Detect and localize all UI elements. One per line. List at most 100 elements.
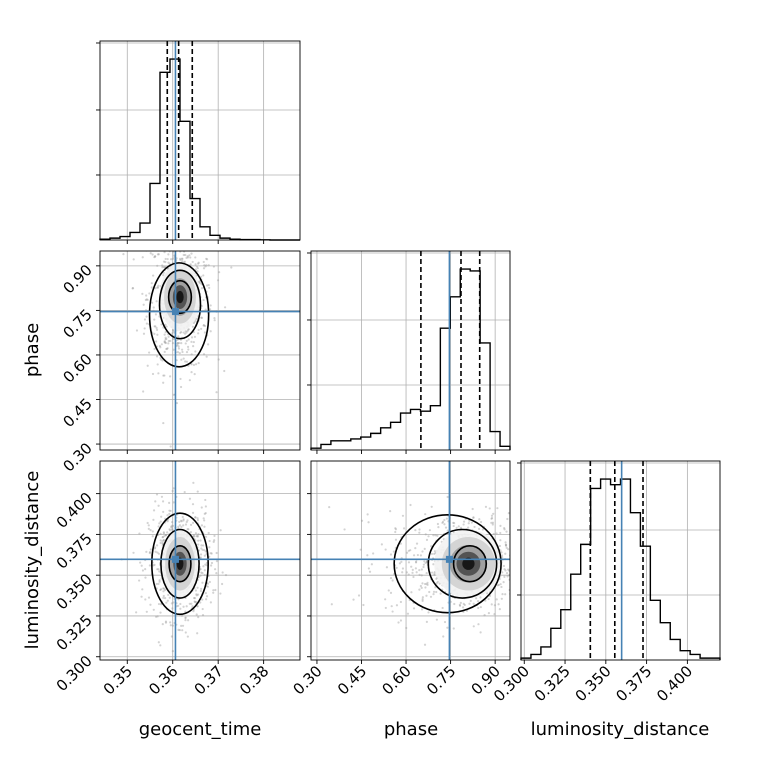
scatter-point bbox=[141, 588, 144, 591]
scatter-point bbox=[162, 531, 165, 534]
contour-line bbox=[151, 512, 209, 616]
scatter-point bbox=[190, 353, 193, 356]
scatter-point bbox=[156, 264, 159, 267]
scatter-point bbox=[177, 347, 181, 350]
scatter-point bbox=[514, 587, 516, 589]
scatter-point bbox=[150, 286, 153, 289]
scatter-point bbox=[164, 341, 167, 345]
scatter-point bbox=[151, 301, 154, 304]
scatter-point bbox=[194, 256, 197, 259]
scatter-point bbox=[159, 611, 162, 614]
scatter-point bbox=[180, 257, 184, 260]
scatter-point bbox=[499, 524, 502, 527]
scatter-point bbox=[394, 538, 398, 541]
scatter-point bbox=[197, 361, 200, 365]
scatter-point bbox=[540, 572, 542, 574]
scatter-point bbox=[200, 547, 203, 550]
scatter-point bbox=[457, 525, 460, 528]
scatter-point bbox=[209, 552, 212, 555]
scatter-point bbox=[458, 604, 462, 607]
scatter-point bbox=[412, 554, 416, 557]
scatter-point bbox=[196, 517, 199, 520]
scatter-point bbox=[405, 551, 409, 554]
scatter-point bbox=[425, 594, 428, 597]
scatter-point bbox=[203, 264, 206, 267]
axes-frame bbox=[310, 250, 511, 451]
scatter-point bbox=[179, 258, 182, 262]
scatter-point bbox=[202, 274, 205, 277]
scatter-point bbox=[491, 521, 495, 524]
scatter-point bbox=[215, 551, 218, 555]
scatter-point bbox=[205, 355, 208, 358]
scatter-point bbox=[169, 529, 172, 532]
scatter-point bbox=[143, 318, 147, 321]
scatter-point bbox=[533, 554, 535, 556]
scatter-point bbox=[540, 560, 542, 562]
scatter-point bbox=[161, 536, 165, 539]
scatter-point bbox=[154, 325, 157, 328]
scatter-point bbox=[213, 319, 216, 322]
scatter-point bbox=[180, 614, 184, 617]
scatter-point bbox=[492, 512, 495, 515]
scatter-point bbox=[203, 240, 205, 242]
scatter-point bbox=[220, 582, 224, 586]
scatter-point bbox=[501, 571, 504, 574]
scatter-point bbox=[199, 568, 202, 571]
scatter-point bbox=[380, 543, 383, 546]
scatter-point bbox=[357, 594, 361, 597]
scatter-point bbox=[189, 207, 191, 209]
scatter-point bbox=[200, 327, 203, 330]
y-tick-label: 0.325 bbox=[53, 611, 96, 654]
scatter-point bbox=[156, 615, 159, 618]
scatter-point bbox=[182, 518, 185, 521]
scatter-point bbox=[148, 351, 151, 354]
scatter-point bbox=[197, 332, 200, 335]
scatter-point bbox=[557, 579, 559, 581]
scatter-point bbox=[455, 526, 458, 529]
y-tick-label: 0.90 bbox=[59, 261, 95, 297]
scatter-point bbox=[516, 549, 518, 551]
scatter-point bbox=[202, 544, 205, 547]
scatter-point bbox=[181, 234, 183, 236]
scatter-point bbox=[182, 519, 185, 522]
scatter-point bbox=[206, 585, 209, 588]
scatter-point bbox=[170, 245, 172, 247]
scatter-point bbox=[423, 643, 427, 646]
scatter-point bbox=[158, 570, 161, 573]
scatter-point bbox=[433, 550, 436, 553]
scatter-point bbox=[500, 585, 503, 589]
scatter-point bbox=[172, 251, 175, 254]
scatter-point bbox=[492, 532, 495, 536]
scatter-point bbox=[193, 335, 197, 338]
scatter-point bbox=[366, 513, 369, 516]
scatter-point bbox=[200, 316, 203, 319]
scatter-point bbox=[162, 260, 166, 263]
scatter-point bbox=[199, 601, 202, 604]
scatter-point bbox=[186, 635, 189, 638]
scatter-point bbox=[182, 235, 184, 237]
scatter-point bbox=[153, 563, 156, 566]
scatter-point bbox=[194, 516, 197, 519]
scatter-point bbox=[162, 273, 165, 277]
scatter-point bbox=[138, 579, 141, 582]
scatter-point bbox=[159, 541, 162, 545]
scatter-point bbox=[176, 343, 179, 346]
scatter-point bbox=[154, 550, 157, 553]
scatter-point bbox=[399, 542, 402, 545]
scatter-point bbox=[148, 292, 151, 295]
scatter-point bbox=[189, 523, 193, 527]
scatter-point bbox=[452, 521, 455, 524]
scatter-point bbox=[157, 552, 160, 555]
scatter-point bbox=[191, 521, 195, 524]
scatter-point bbox=[180, 624, 183, 628]
scatter-point bbox=[394, 530, 397, 534]
scatter-point bbox=[161, 536, 164, 539]
scatter-point bbox=[203, 573, 206, 577]
x-tick-label: 0.375 bbox=[612, 662, 655, 705]
scatter-point bbox=[159, 358, 163, 361]
scatter-point bbox=[414, 561, 418, 564]
scatter-point bbox=[199, 556, 202, 559]
scatter-point bbox=[384, 606, 387, 610]
scatter-point bbox=[584, 621, 586, 623]
scatter-point bbox=[446, 626, 449, 629]
